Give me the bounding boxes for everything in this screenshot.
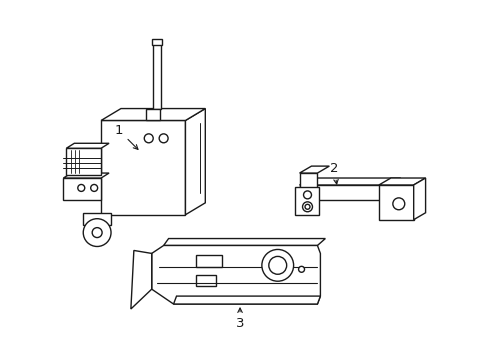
Polygon shape [196, 275, 216, 286]
Polygon shape [299, 185, 388, 200]
Circle shape [83, 219, 111, 247]
Polygon shape [101, 109, 205, 121]
Circle shape [92, 228, 102, 238]
Circle shape [262, 249, 293, 281]
Polygon shape [294, 187, 319, 215]
Circle shape [302, 202, 312, 212]
Polygon shape [145, 109, 160, 121]
Circle shape [90, 184, 98, 192]
Polygon shape [173, 296, 320, 304]
Circle shape [144, 134, 153, 143]
Polygon shape [185, 109, 205, 215]
Polygon shape [66, 143, 109, 148]
Polygon shape [151, 246, 320, 304]
Circle shape [298, 266, 304, 272]
Polygon shape [299, 166, 328, 173]
Circle shape [392, 198, 404, 210]
Text: 2: 2 [329, 162, 338, 184]
Polygon shape [101, 121, 185, 215]
Polygon shape [299, 178, 400, 185]
Polygon shape [299, 173, 317, 195]
Polygon shape [163, 239, 325, 246]
Text: 1: 1 [115, 124, 138, 149]
Polygon shape [152, 43, 161, 109]
Polygon shape [63, 178, 101, 200]
Circle shape [268, 256, 286, 274]
Circle shape [78, 184, 84, 192]
Polygon shape [378, 178, 425, 185]
Polygon shape [413, 178, 425, 220]
Polygon shape [196, 255, 222, 267]
Polygon shape [151, 39, 162, 45]
Polygon shape [378, 185, 413, 220]
Polygon shape [83, 213, 111, 225]
Polygon shape [131, 251, 151, 309]
Polygon shape [66, 148, 101, 175]
Polygon shape [63, 173, 109, 178]
Circle shape [303, 191, 311, 199]
Text: 3: 3 [235, 308, 244, 330]
Circle shape [159, 134, 168, 143]
Circle shape [305, 204, 309, 209]
